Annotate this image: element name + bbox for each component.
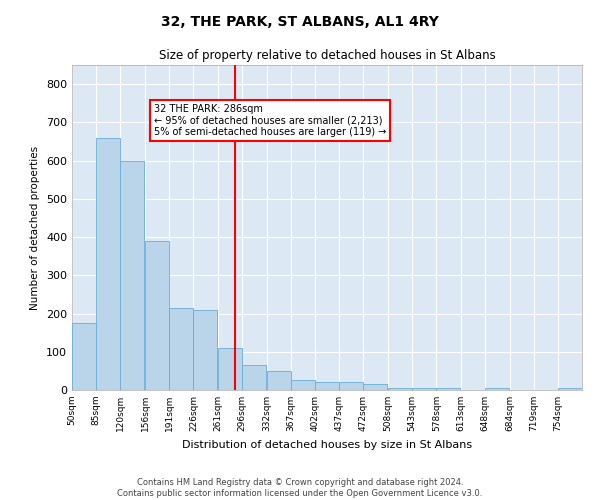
- Y-axis label: Number of detached properties: Number of detached properties: [31, 146, 40, 310]
- Text: Contains HM Land Registry data © Crown copyright and database right 2024.
Contai: Contains HM Land Registry data © Crown c…: [118, 478, 482, 498]
- Bar: [339, 382, 363, 390]
- Bar: [291, 380, 314, 390]
- Bar: [169, 308, 193, 390]
- Bar: [72, 323, 96, 390]
- Text: 32 THE PARK: 286sqm
← 95% of detached houses are smaller (2,213)
5% of semi-deta: 32 THE PARK: 286sqm ← 95% of detached ho…: [154, 104, 386, 137]
- Bar: [121, 160, 144, 390]
- Bar: [145, 241, 169, 390]
- Bar: [363, 384, 387, 390]
- Bar: [436, 388, 460, 390]
- Bar: [315, 382, 339, 390]
- Bar: [558, 388, 582, 390]
- Bar: [485, 388, 509, 390]
- Bar: [242, 365, 266, 390]
- Text: 32, THE PARK, ST ALBANS, AL1 4RY: 32, THE PARK, ST ALBANS, AL1 4RY: [161, 15, 439, 29]
- Bar: [193, 310, 217, 390]
- Bar: [412, 388, 436, 390]
- X-axis label: Distribution of detached houses by size in St Albans: Distribution of detached houses by size …: [182, 440, 472, 450]
- Bar: [96, 138, 120, 390]
- Bar: [388, 388, 412, 390]
- Bar: [266, 371, 290, 390]
- Bar: [218, 348, 242, 390]
- Title: Size of property relative to detached houses in St Albans: Size of property relative to detached ho…: [158, 50, 496, 62]
